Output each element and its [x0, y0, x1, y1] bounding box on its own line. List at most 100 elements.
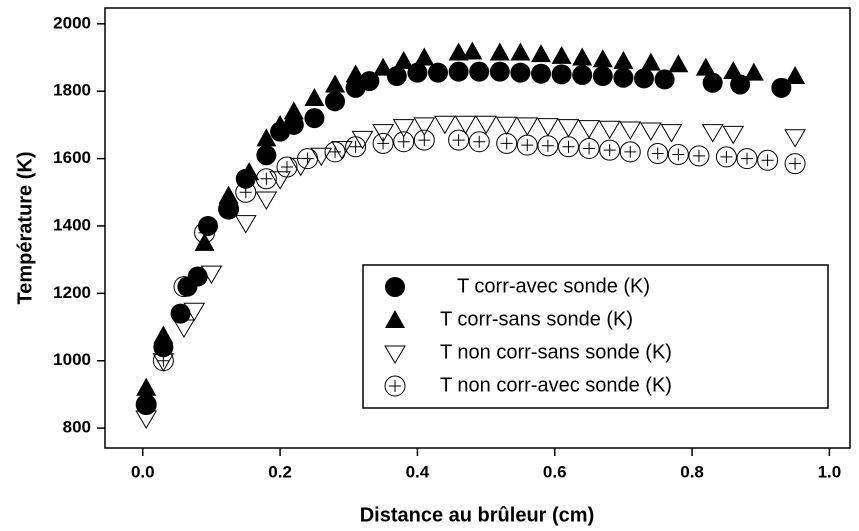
marker-shape	[235, 181, 257, 203]
data-point	[270, 114, 291, 133]
marker-shape	[198, 226, 211, 239]
data-point	[688, 145, 710, 167]
marker-shape	[448, 61, 469, 82]
marker-shape	[135, 394, 157, 416]
marker-shape	[789, 157, 802, 170]
data-point	[183, 302, 206, 322]
data-point	[469, 61, 490, 82]
data-point	[613, 50, 634, 69]
data-point	[276, 156, 298, 178]
y-tick-label: 1000	[53, 350, 91, 369]
data-point	[468, 131, 490, 153]
marker-shape	[583, 142, 596, 155]
marker-shape	[557, 119, 580, 138]
marker-shape	[234, 215, 257, 234]
data-point	[510, 62, 531, 83]
marker-shape	[256, 128, 277, 147]
marker-shape	[692, 149, 705, 162]
marker-shape	[660, 124, 683, 143]
data-point	[667, 144, 689, 166]
data-point	[304, 87, 325, 106]
x-tick-label: 0.2	[268, 462, 292, 481]
marker-shape	[325, 91, 346, 112]
legend-label: T non corr-sans sonde (K)	[440, 341, 672, 363]
data-point	[702, 72, 723, 93]
data-point	[331, 140, 353, 160]
data-point	[640, 52, 661, 71]
marker-shape	[386, 66, 407, 87]
data-point	[715, 146, 737, 168]
data-point	[289, 157, 312, 177]
marker-shape	[516, 117, 539, 136]
data-point	[489, 61, 510, 82]
data-point	[578, 137, 600, 159]
marker-shape	[578, 120, 600, 139]
data-point	[551, 64, 572, 85]
y-tick-label: 1400	[53, 215, 91, 234]
data-point	[660, 124, 683, 143]
marker-shape	[454, 115, 477, 135]
marker-shape	[557, 136, 579, 158]
data-point	[516, 117, 539, 136]
data-point	[578, 120, 600, 139]
data-point	[283, 101, 304, 120]
data-point	[256, 128, 277, 147]
marker-shape	[325, 74, 346, 93]
data-point	[613, 67, 634, 88]
marker-shape	[304, 87, 325, 106]
marker-shape	[619, 141, 641, 163]
marker-shape	[276, 156, 298, 178]
marker-shape	[140, 398, 153, 411]
marker-shape	[496, 132, 518, 154]
data-point	[454, 115, 477, 135]
legend-label: T non corr-avec sonde (K)	[440, 374, 672, 396]
x-tick-label: 0.8	[680, 462, 704, 481]
marker-shape	[222, 203, 235, 216]
marker-shape	[372, 132, 394, 154]
marker-shape	[784, 153, 806, 175]
data-point	[598, 120, 621, 140]
marker-shape	[255, 168, 277, 190]
marker-shape	[736, 148, 758, 170]
marker-shape	[260, 172, 273, 185]
marker-shape	[521, 139, 534, 152]
marker-shape	[385, 277, 405, 297]
marker-shape	[672, 148, 685, 161]
x-tick-label: 1.0	[818, 462, 842, 481]
data-point	[325, 74, 346, 93]
marker-shape	[537, 135, 559, 157]
data-point	[255, 168, 277, 190]
marker-shape	[741, 152, 754, 165]
marker-shape	[551, 45, 572, 64]
marker-shape	[304, 108, 325, 129]
marker-shape	[157, 354, 170, 367]
data-point	[173, 319, 195, 339]
marker-shape	[389, 380, 401, 392]
data-point	[413, 117, 436, 136]
marker-shape	[495, 116, 518, 136]
marker-shape	[603, 144, 616, 157]
marker-shape	[452, 134, 465, 147]
marker-shape	[475, 115, 497, 135]
marker-shape	[135, 410, 158, 430]
marker-shape	[668, 54, 689, 73]
marker-shape	[572, 47, 593, 66]
data-point	[592, 49, 613, 68]
marker-shape	[413, 129, 435, 151]
marker-shape	[280, 161, 293, 174]
marker-shape	[392, 119, 415, 138]
marker-shape	[510, 62, 531, 83]
marker-shape	[572, 65, 593, 86]
marker-shape	[345, 64, 366, 83]
marker-shape	[173, 276, 195, 298]
data-point	[510, 42, 531, 61]
marker-shape	[695, 57, 716, 76]
data-point	[654, 69, 675, 90]
marker-shape	[393, 131, 415, 153]
plot-frame	[104, 7, 851, 449]
x-tick-label: 0.4	[406, 462, 430, 481]
data-point	[304, 108, 325, 129]
marker-shape	[743, 62, 764, 81]
marker-shape	[177, 280, 190, 293]
marker-shape	[720, 150, 733, 163]
